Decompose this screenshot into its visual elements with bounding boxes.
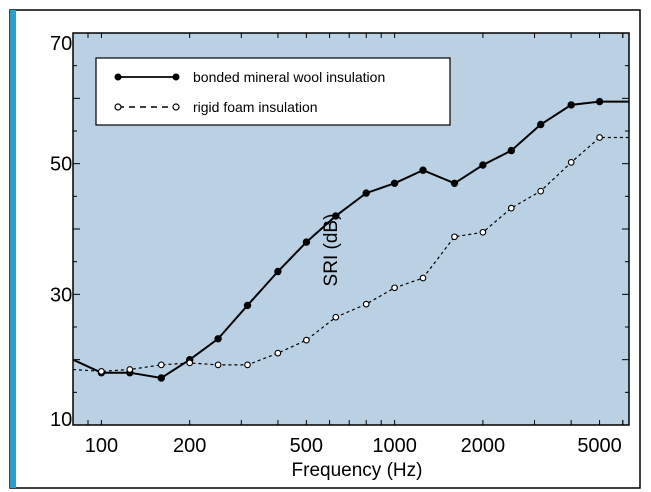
series-point-0: [537, 120, 545, 129]
series-layer: [72, 97, 629, 382]
y-tick-label: 70: [50, 33, 72, 55]
accent-bar: [10, 10, 16, 488]
series-point-0: [419, 166, 427, 174]
legend-marker-rigid-foam: [172, 103, 180, 111]
y-tick-labels: 10 30 50 70: [50, 33, 72, 431]
axis-ticks: [73, 32, 629, 426]
legend-marker-mineral-wool: [114, 73, 122, 81]
series-point-0: [214, 335, 222, 343]
series-point-0: [332, 212, 340, 220]
series-point-1: [332, 313, 340, 321]
legend-marker-rigid-foam: [114, 103, 122, 111]
series-point-1: [479, 228, 487, 236]
legend-label-rigid-foam: rigid foam insulation: [193, 99, 318, 115]
y-axis-label: SRI (dB): [321, 214, 342, 287]
series-point-1: [391, 284, 398, 292]
series-point-0: [302, 238, 311, 246]
series-point-1: [537, 187, 545, 195]
series-point-0: [274, 267, 282, 276]
series-point-0: [243, 301, 252, 310]
series-point-1: [98, 368, 105, 375]
x-tick-label: 5000: [577, 435, 622, 457]
series-point-0: [479, 161, 487, 169]
y-tick-label: 30: [50, 284, 72, 306]
legend-box: [95, 57, 451, 126]
x-tick-label: 500: [290, 435, 323, 457]
series-point-1: [157, 361, 165, 369]
series-point-0: [157, 374, 166, 382]
series-point-1: [303, 336, 310, 344]
series-point-1: [244, 361, 251, 369]
series-point-1: [451, 233, 458, 241]
legend: bonded mineral wool insulation rigid foa…: [95, 57, 451, 126]
series-point-1: [419, 274, 427, 282]
x-tick-label: 200: [173, 435, 206, 457]
series-point-0: [567, 101, 575, 109]
series-point-0: [595, 97, 604, 106]
series-point-1: [507, 204, 515, 212]
series-point-1: [567, 159, 575, 166]
x-tick-label: 1000: [372, 435, 417, 457]
series-point-1: [596, 134, 603, 141]
x-tick-label: 100: [85, 435, 118, 457]
series-point-0: [450, 179, 459, 188]
legend-label-mineral-wool: bonded mineral wool insulation: [193, 69, 385, 85]
x-axis-label: Frequency (Hz): [292, 460, 423, 481]
series-point-1: [362, 300, 370, 308]
y-tick-label: 10: [50, 409, 72, 431]
series-line-1: [72, 136, 629, 373]
series-point-1: [214, 361, 222, 369]
series-line-0: [72, 100, 629, 380]
x-tick-labels: 100 200 500 1000 2000 5000: [85, 435, 622, 457]
x-tick-label: 2000: [461, 435, 506, 457]
series-point-0: [362, 189, 370, 197]
legend-marker-mineral-wool: [172, 73, 180, 81]
series-point-1: [274, 349, 282, 357]
series-point-0: [507, 146, 515, 155]
series-point-1: [186, 359, 194, 367]
series-point-0: [390, 179, 399, 188]
y-tick-label: 50: [50, 154, 72, 176]
series-point-1: [126, 366, 134, 373]
